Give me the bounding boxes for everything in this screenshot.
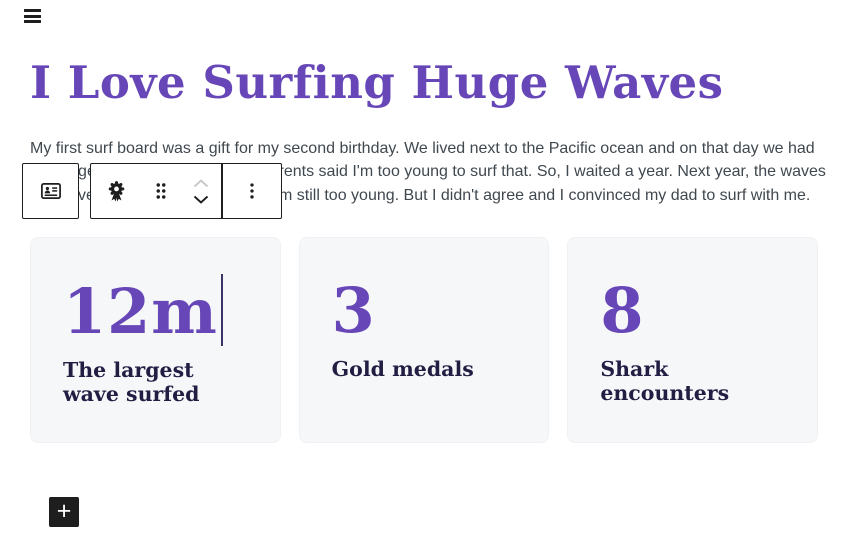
kebab-menu-icon (241, 180, 263, 202)
id-card-icon (38, 178, 64, 204)
drag-handle[interactable] (141, 164, 181, 218)
text-cursor (220, 274, 223, 346)
stat-label[interactable]: The largest wave surfed (63, 358, 200, 406)
options-menu-button[interactable] (223, 164, 282, 218)
plus-icon: + (56, 496, 72, 525)
add-block-button[interactable]: + (49, 497, 79, 527)
stat-card-largest-wave[interactable]: 12m The largest wave surfed (30, 237, 281, 443)
stat-value[interactable]: 12m (63, 274, 256, 349)
stat-label[interactable]: Gold medals (331, 357, 474, 381)
stats-columns-block: 12m The largest wave surfed 3 Gold medal… (30, 237, 819, 443)
post-title[interactable]: I Love Surfing Huge Waves (30, 56, 724, 109)
paragraph-line: My first surf board was a gift for my se… (30, 140, 815, 157)
move-up-button[interactable] (193, 178, 209, 188)
drag-handle-icon (150, 180, 172, 202)
toolbar-separator (221, 164, 223, 218)
list-view-icon[interactable] (24, 9, 42, 24)
stat-label[interactable]: Shark encounters (600, 357, 730, 405)
stat-card-gold-medals[interactable]: 3 Gold medals (298, 237, 550, 443)
stat-value[interactable]: 3 (331, 274, 376, 347)
chevron-up-icon (193, 178, 209, 188)
move-down-button[interactable] (193, 195, 209, 204)
block-toolbar (90, 163, 282, 219)
list-view-icon-bar (24, 20, 41, 24)
block-movers (181, 164, 221, 218)
chevron-down-icon (193, 195, 209, 204)
block-type-button[interactable] (91, 164, 141, 218)
stat-value[interactable]: 8 (600, 274, 645, 347)
list-view-icon-bar (24, 14, 41, 18)
list-view-icon-bar (24, 9, 41, 12)
medal-icon (104, 179, 129, 204)
block-toolbar-parent-selector[interactable] (22, 163, 79, 219)
stat-value-text: 12m (63, 275, 218, 348)
stat-card-shark-encounters[interactable]: 8 Shark encounters (567, 237, 819, 443)
